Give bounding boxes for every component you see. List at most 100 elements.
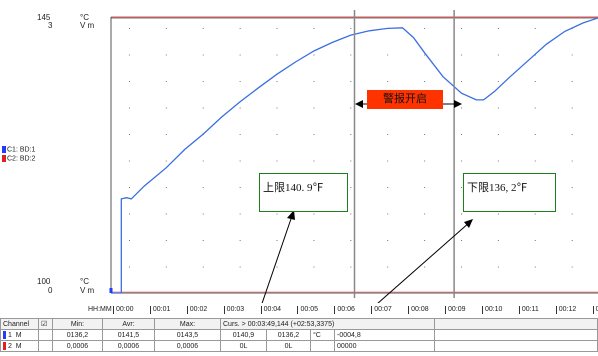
grid-dot <box>165 54 167 56</box>
stats-row-2-unit <box>310 340 335 352</box>
time-tick: 00:10 <box>481 306 502 314</box>
grid-dot <box>534 213 536 215</box>
alarm-on-badge: 警报开启 <box>367 90 443 109</box>
grid-dot <box>239 81 241 82</box>
legend-channel-1-label: C1: BD:1 <box>7 146 36 154</box>
grid-dot <box>202 240 204 241</box>
grid-dot <box>128 187 130 188</box>
y-bottom-unit-1: °C <box>80 277 89 286</box>
stats-min-header: Min: <box>52 318 103 330</box>
time-tick: 00:11 <box>518 306 539 314</box>
grid-dot <box>165 107 167 109</box>
grid-dot <box>534 28 536 29</box>
grid-dot <box>387 134 389 135</box>
grid-dot <box>460 107 462 109</box>
time-tick: 00:01 <box>149 306 170 314</box>
trend-chart[interactable] <box>0 0 598 303</box>
grid-dot <box>534 266 536 268</box>
grid-dot <box>497 107 499 109</box>
stats-row-1-cursor2: 0136,2 <box>266 329 311 341</box>
stats-row-2[interactable]: 2 M 0,0006 0,0006 0,0006 0L 0L 00000 <box>0 340 598 352</box>
grid-dot <box>276 213 278 215</box>
grid-dot <box>128 213 130 215</box>
grid-dot <box>460 54 462 56</box>
grid-dot <box>497 81 499 82</box>
stats-header-row: Channel ☑ Min: Avr: Max: Curs. > 00:03:4… <box>0 318 598 330</box>
grid-dot <box>460 187 462 188</box>
grid-dot <box>571 187 573 188</box>
stats-max-header: Max: <box>154 318 221 330</box>
grid-dot <box>350 240 352 241</box>
stats-table: Channel ☑ Min: Avr: Max: Curs. > 00:03:4… <box>0 318 598 352</box>
stats-row-2-check[interactable] <box>38 340 53 352</box>
grid-dot <box>460 81 462 82</box>
grid-dot <box>497 266 499 268</box>
grid-dot <box>128 134 130 135</box>
grid-dot <box>165 160 167 162</box>
stats-row-1-min: 0136,2 <box>52 329 103 341</box>
stats-row-2-cursor2: 0L <box>266 340 311 352</box>
grid-dot <box>571 213 573 215</box>
chart-cursors[interactable] <box>353 10 455 298</box>
grid-dot <box>165 213 167 215</box>
stats-row-1-unit: °C <box>310 329 335 341</box>
grid-dot <box>128 107 130 109</box>
grid-dot <box>350 134 352 135</box>
legend-channel-2[interactable]: C2: BD:2 <box>2 155 35 162</box>
grid-dot <box>460 240 462 241</box>
grid-dot <box>387 213 389 215</box>
grid-dot <box>239 107 241 109</box>
grid-dot <box>571 54 573 56</box>
grid-dot <box>202 266 204 268</box>
grid-dot <box>424 81 426 82</box>
alarm-left-arrow <box>355 100 363 108</box>
grid-dot <box>387 54 389 56</box>
grid-dot <box>128 54 130 56</box>
stats-check-header[interactable]: ☑ <box>38 318 53 330</box>
time-tick: 00:09 <box>445 306 466 314</box>
y-top-value-1: 145 <box>37 13 51 22</box>
stats-row-2-diff: 00000 <box>334 340 435 352</box>
stats-channel-header: Channel <box>0 318 39 330</box>
time-tick: 00:07 <box>371 306 392 314</box>
stats-row-2-avr: 0,0006 <box>102 340 155 352</box>
grid-dot <box>276 28 278 29</box>
y-bottom-value-2: 0 <box>48 286 53 295</box>
time-tick: 00:06 <box>334 306 355 314</box>
grid-dot <box>387 187 389 188</box>
grid-dot <box>128 81 130 82</box>
time-tick: 00:12 <box>555 306 576 314</box>
y-top-value-2: 3 <box>48 21 53 30</box>
grid-dot <box>350 54 352 56</box>
time-tick: 00:02 <box>186 306 207 314</box>
grid-dot <box>276 134 278 135</box>
grid-dot <box>350 107 352 109</box>
grid-dot <box>424 54 426 56</box>
grid-dot <box>202 160 204 162</box>
grid-dot <box>128 266 130 268</box>
grid-dot <box>571 240 573 241</box>
upper-limit-callout: 上限140. 9℉ <box>259 173 348 212</box>
grid-dot <box>571 134 573 135</box>
grid-dot <box>534 240 536 241</box>
stats-row-1-channel: 1 M <box>0 329 39 341</box>
legend-channel-1[interactable]: C1: BD:1 <box>2 146 35 153</box>
stats-row-1-cursor: 0140,9 <box>220 329 267 341</box>
channel-1-swatch <box>2 146 6 153</box>
grid-dot <box>350 81 352 82</box>
grid-dot <box>165 240 167 241</box>
grid-dot <box>571 107 573 109</box>
grid-dot <box>313 266 315 268</box>
stats-row-1-check[interactable] <box>38 329 53 341</box>
grid-dot <box>350 213 352 215</box>
grid-dot <box>350 187 352 188</box>
grid-dot <box>313 107 315 109</box>
grid-dot <box>497 213 499 215</box>
time-tick: 00:04 <box>260 306 281 314</box>
stats-row-1[interactable]: 1 M 0136,2 0141,5 0143,5 0140,9 0136,2 °… <box>0 329 598 341</box>
grid-dot <box>497 240 499 241</box>
grid-dot <box>239 28 241 29</box>
grid-dot <box>313 134 315 135</box>
grid-dot <box>202 107 204 109</box>
grid-dot <box>387 266 389 268</box>
